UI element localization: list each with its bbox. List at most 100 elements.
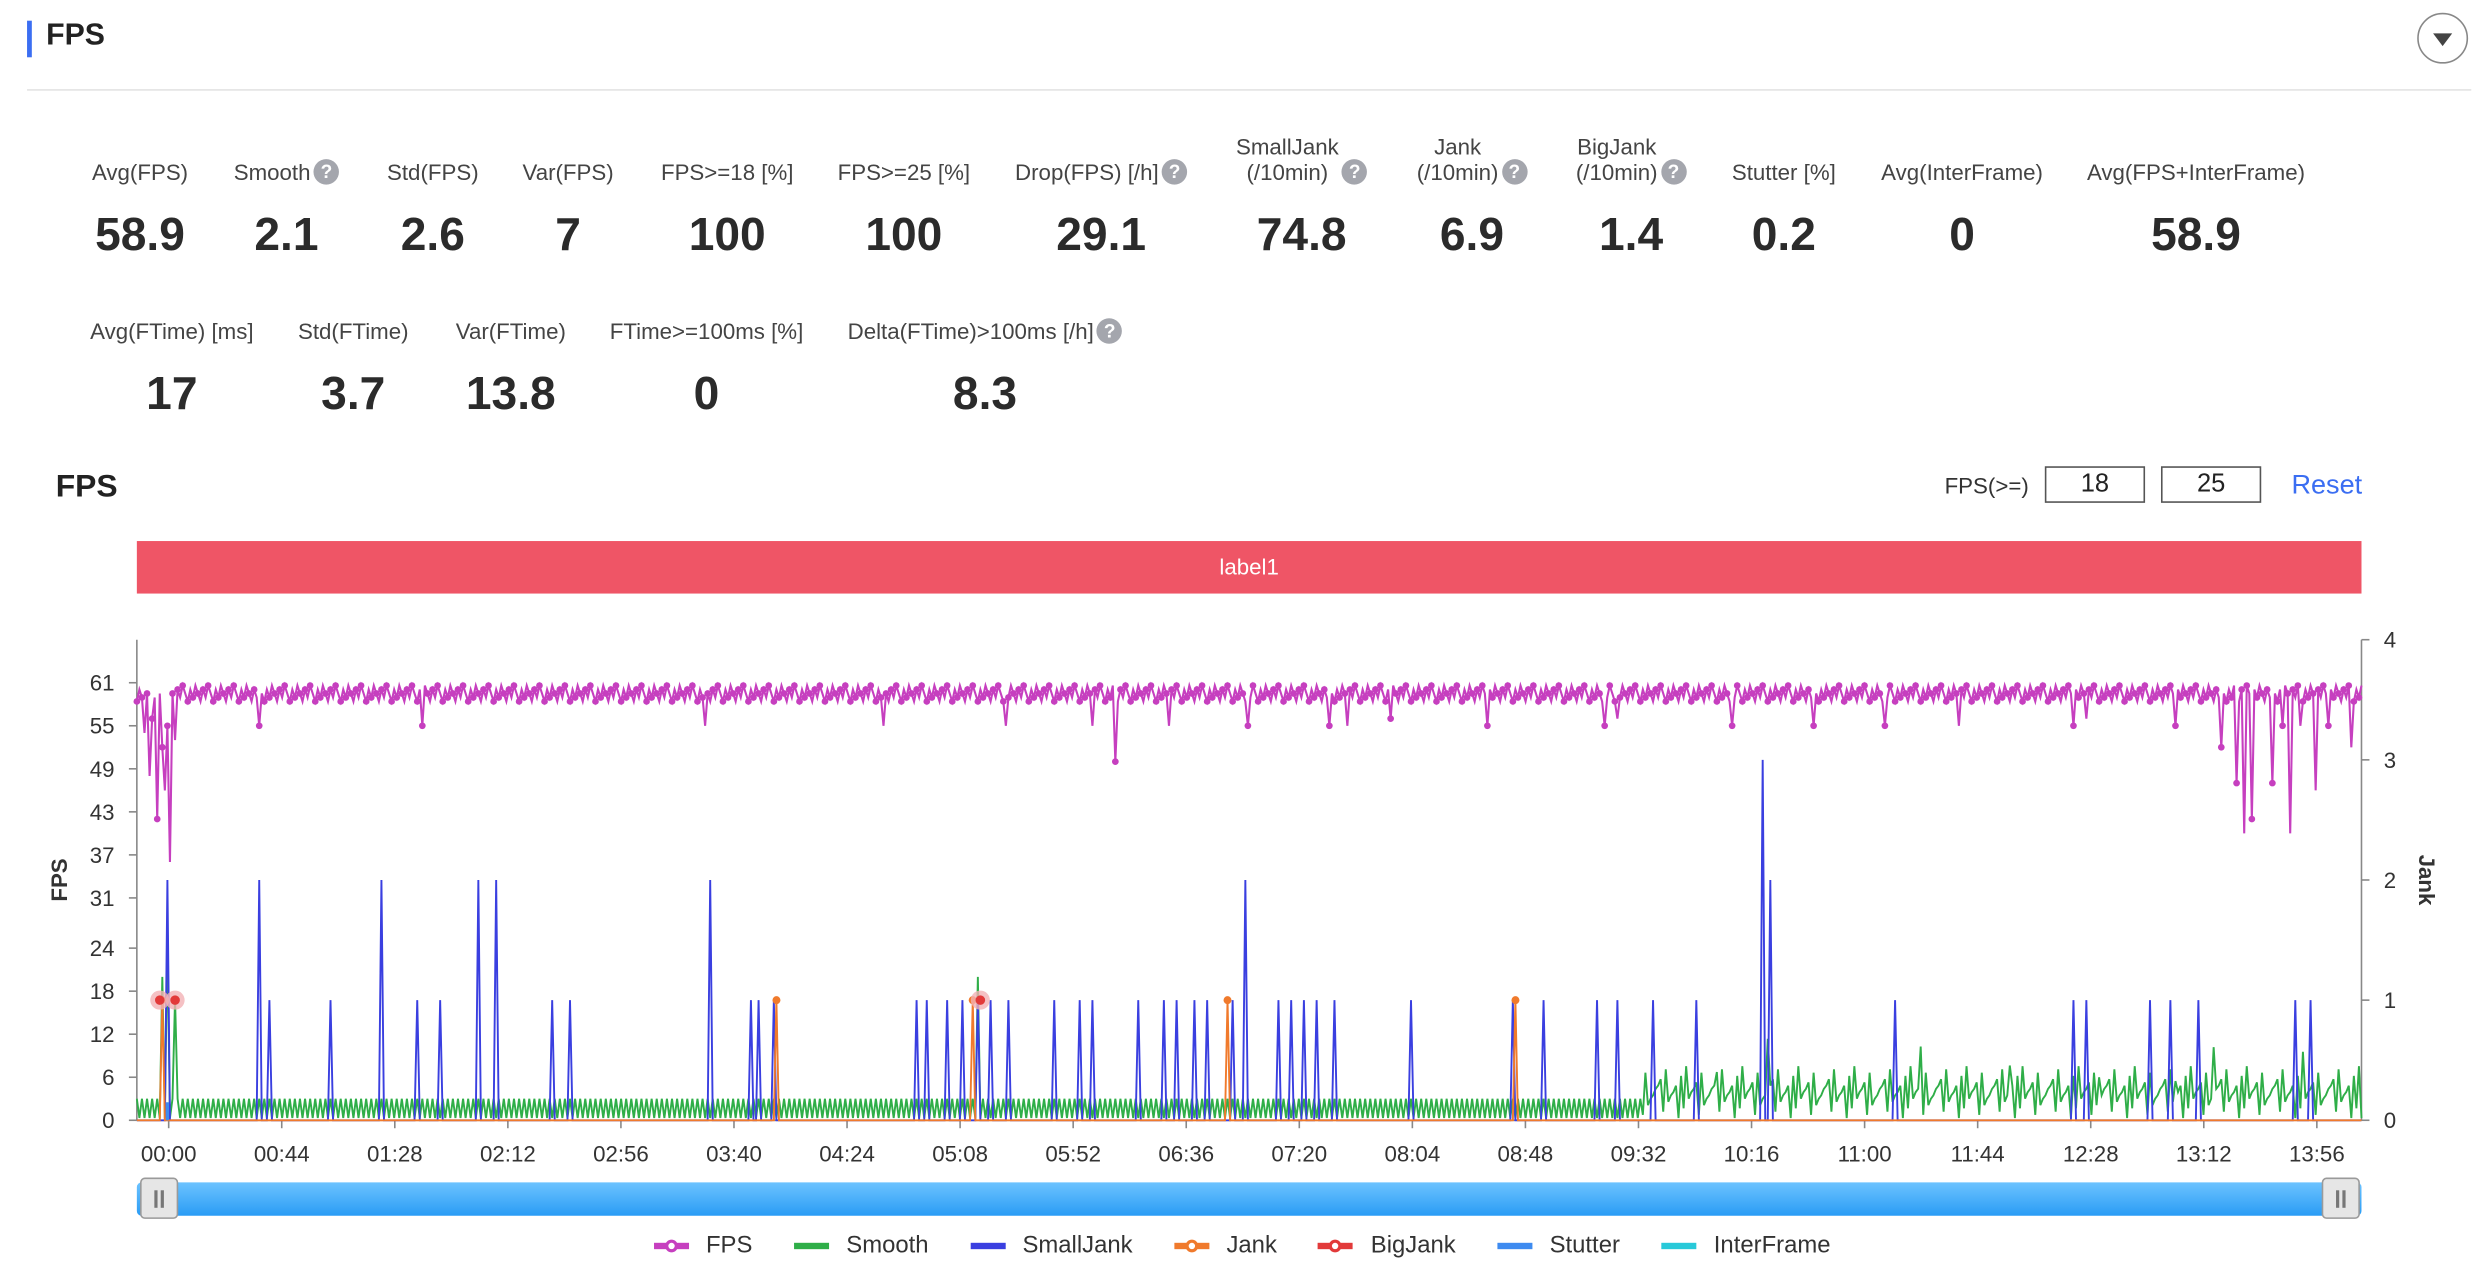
metric-label-text: Smooth <box>233 159 311 185</box>
fps-point <box>1091 686 1099 693</box>
fps-point <box>847 698 854 705</box>
fps-point <box>1891 698 1899 705</box>
legend-label: Smooth <box>846 1231 929 1259</box>
fps-point <box>1718 694 1726 701</box>
fps-point <box>373 690 380 697</box>
legend-item-smalljank[interactable]: SmallJank <box>969 1231 1133 1259</box>
fps-point <box>1958 686 1965 693</box>
help-icon[interactable]: ? <box>1161 159 1188 185</box>
fps-point <box>2325 722 2332 730</box>
fps-point <box>2212 686 2220 693</box>
x-tick-label: 12:28 <box>2063 1142 2119 1167</box>
fps-point <box>1300 682 1308 689</box>
fps-point <box>316 694 324 701</box>
metric-label-text: FPS>=18 [%] <box>660 159 794 185</box>
fps-point <box>230 682 238 689</box>
fps-point <box>1504 682 1512 689</box>
help-icon[interactable]: ? <box>1341 159 1368 185</box>
fps-point <box>1907 686 1914 693</box>
fps-point <box>342 694 350 701</box>
fps-point <box>2070 722 2077 730</box>
metric-cell: FPS>=18 [%] 100 <box>616 130 839 261</box>
fps-point <box>2284 690 2291 697</box>
metric-label-text: Avg(InterFrame) <box>1881 159 2043 185</box>
fps-point <box>831 690 839 697</box>
help-icon[interactable]: ? <box>1660 159 1687 185</box>
fps-point <box>169 690 176 697</box>
fps-point <box>480 686 487 693</box>
x-tick-label: 03:40 <box>706 1142 762 1167</box>
fps-point <box>806 690 813 697</box>
fps-point <box>1708 682 1715 689</box>
fps-threshold-input-2[interactable] <box>2160 466 2262 503</box>
metric-value: 58.9 <box>2151 210 2241 261</box>
reset-button[interactable]: Reset <box>2291 469 2363 500</box>
fps-point <box>760 686 768 693</box>
fps-point <box>1346 686 1354 693</box>
fps-point <box>1575 686 1583 693</box>
fps-point <box>1214 690 1221 697</box>
fps-point <box>2207 690 2215 697</box>
legend-item-fps[interactable]: FPS <box>653 1232 752 1259</box>
collapse-toggle-button[interactable] <box>2417 12 2469 64</box>
fps-point <box>1229 698 1236 705</box>
metric-cell: BigJank (/10min)? 1.4 <box>1520 130 1743 261</box>
fps-point <box>1789 698 1797 705</box>
fps-point <box>2024 694 2031 701</box>
metric-label-text: Avg(FPS+InterFrame) <box>2086 159 2306 185</box>
fps-point <box>1326 722 1333 730</box>
legend-item-interframe[interactable]: InterFrame <box>1661 1232 1831 1259</box>
fps-point <box>2075 694 2082 701</box>
legend-label: SmallJank <box>1022 1231 1133 1259</box>
fps-point <box>2177 694 2184 701</box>
fps-point <box>1463 694 1471 701</box>
legend-item-jank[interactable]: Jank <box>1173 1232 1277 1259</box>
fps-point <box>994 682 1002 689</box>
fps-point <box>520 694 528 701</box>
fps-point <box>1626 686 1634 693</box>
fps-point <box>1942 698 1950 705</box>
fps-point <box>724 694 732 701</box>
fps-point <box>153 815 161 823</box>
legend-swatch <box>1173 1238 1209 1252</box>
help-icon[interactable]: ? <box>1501 159 1528 185</box>
y-tick-label: 18 <box>90 979 115 1004</box>
fps-point <box>403 686 411 693</box>
fps-point <box>2228 694 2235 701</box>
fps-point <box>271 690 278 697</box>
fps-threshold-input-1[interactable] <box>2044 466 2146 503</box>
help-icon[interactable]: ? <box>1096 318 1123 344</box>
fps-point <box>536 682 543 689</box>
legend-item-bigjank[interactable]: BigJank <box>1318 1232 1456 1259</box>
fps-point <box>393 694 401 701</box>
fps-point <box>1076 698 1084 705</box>
fps-point <box>648 694 655 701</box>
fps-point <box>1631 682 1639 689</box>
fps-point <box>643 698 650 705</box>
slider-handle-right[interactable] <box>2321 1177 2360 1219</box>
fps-point <box>1672 690 1680 697</box>
legend-item-stutter[interactable]: Stutter <box>1497 1232 1620 1259</box>
fps-point <box>1601 722 1609 730</box>
fps-point <box>913 686 920 693</box>
legend-item-smooth[interactable]: Smooth <box>793 1231 929 1259</box>
label-band[interactable]: label1 <box>136 541 2362 594</box>
metric-label: Avg(FPS+InterFrame) <box>2085 130 2308 184</box>
metric-value: 0 <box>1949 210 1975 261</box>
fps-point <box>1606 682 1614 689</box>
time-range-slider[interactable] <box>136 1182 2362 1216</box>
metric-cell: Drop(FPS) [/h]? 29.1 <box>990 130 1213 261</box>
metric-cell: Smooth? 2.1 <box>175 130 398 261</box>
slider-handle-left[interactable] <box>140 1177 179 1219</box>
fps-point <box>1035 690 1043 697</box>
fps-point <box>1468 690 1476 697</box>
fps-point <box>2126 694 2133 701</box>
fps-point <box>1917 698 1925 705</box>
legend-label: Stutter <box>1549 1231 1620 1259</box>
fps-point <box>943 682 951 689</box>
fps-point <box>2309 690 2317 697</box>
help-icon[interactable]: ? <box>313 159 340 185</box>
fps-point <box>1219 686 1226 693</box>
fps-point <box>1295 686 1303 693</box>
